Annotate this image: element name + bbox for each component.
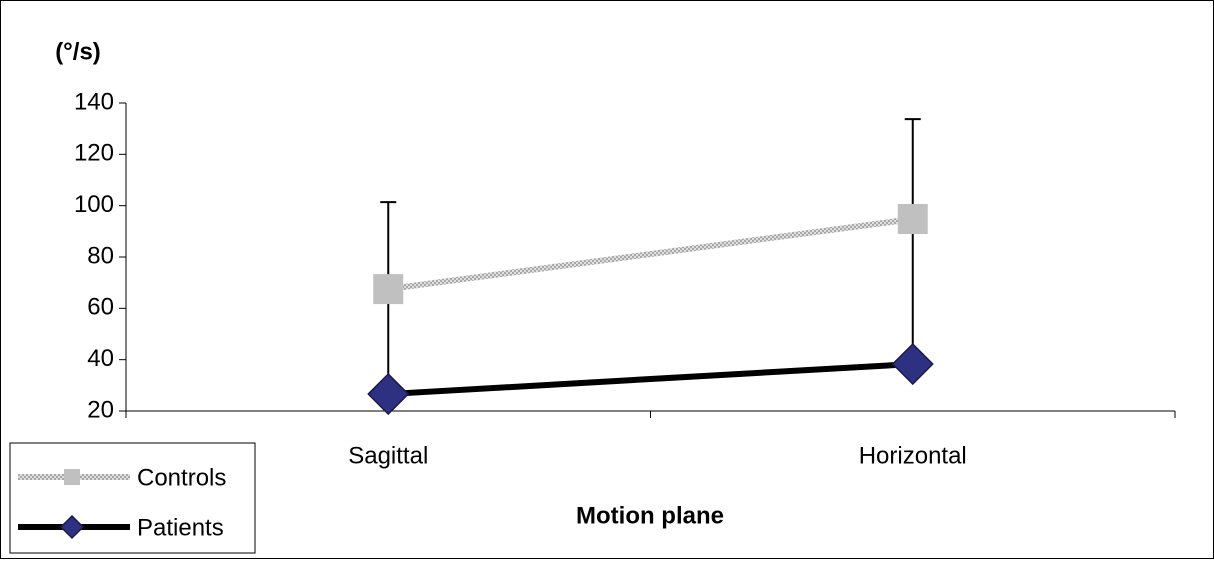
legend-label: Patients (137, 514, 224, 541)
legend-marker (64, 469, 80, 485)
x-tick-label: Sagittal (348, 442, 428, 469)
y-tick-label: 20 (87, 396, 114, 423)
series-line (388, 361, 913, 398)
data-point (373, 274, 404, 305)
legend-label: Controls (137, 464, 226, 491)
y-tick-label: 60 (87, 294, 114, 321)
y-axis-label: (°/s) (55, 38, 101, 65)
y-tick-label: 80 (87, 242, 114, 269)
y-tick-label: 100 (74, 191, 114, 218)
data-point (891, 342, 934, 386)
x-axis-label: Motion plane (576, 502, 724, 529)
data-point (367, 372, 410, 416)
y-tick-label: 120 (74, 140, 114, 167)
legend (9, 442, 256, 554)
data-point (897, 204, 928, 235)
legend-marker (59, 514, 85, 540)
x-tick-label: Horizontal (859, 442, 967, 469)
series-line (387, 216, 914, 293)
y-tick-label: 40 (87, 345, 114, 372)
y-tick-label: 140 (74, 88, 114, 115)
